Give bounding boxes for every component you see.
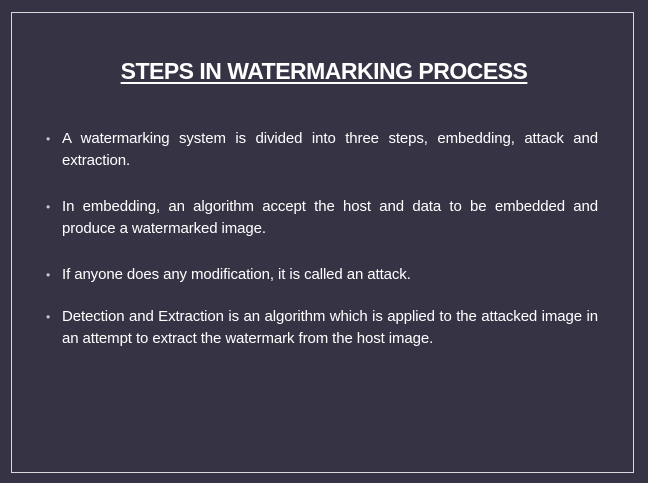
bullet-icon: •: [46, 268, 51, 282]
bullet-text: If anyone does any modification, it is c…: [62, 266, 411, 283]
bullet-list: • A watermarking system is divided into …: [44, 128, 598, 374]
bullet-text: A watermarking system is divided into th…: [62, 130, 598, 169]
bullet-item: • A watermarking system is divided into …: [44, 128, 598, 172]
bullet-item: • If anyone does any modification, it is…: [44, 264, 598, 286]
bullet-item: • Detection and Extraction is an algorit…: [44, 306, 598, 350]
slide-title: STEPS IN WATERMARKING PROCESS: [120, 58, 528, 84]
bullet-text: In embedding, an algorithm accept the ho…: [62, 198, 598, 237]
bullet-icon: •: [46, 132, 51, 146]
bullet-item: • In embedding, an algorithm accept the …: [44, 196, 598, 240]
bullet-icon: •: [46, 200, 51, 214]
slide-border: [11, 12, 634, 473]
bullet-icon: •: [46, 310, 51, 324]
bullet-text: Detection and Extraction is an algorithm…: [62, 308, 598, 347]
